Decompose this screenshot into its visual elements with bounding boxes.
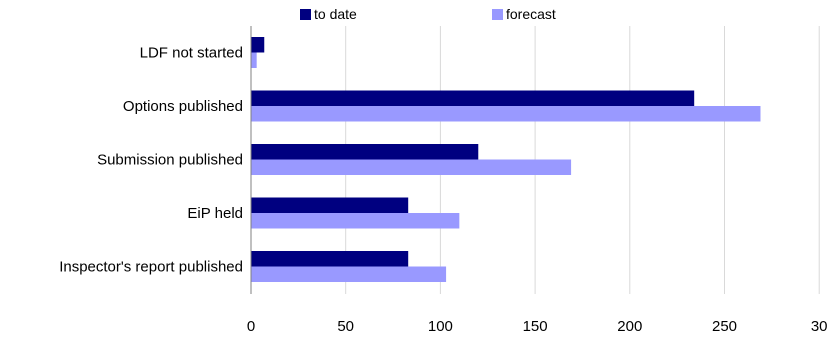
x-tick-label: 0 xyxy=(247,318,255,335)
bar-forecast xyxy=(251,52,257,68)
x-tick-label: 250 xyxy=(712,318,737,335)
x-tick-label: 30 xyxy=(811,318,828,335)
x-tick-label: 150 xyxy=(523,318,548,335)
bar-forecast xyxy=(251,213,460,229)
legend-swatch-to-date xyxy=(300,8,311,20)
category-label: LDF not started xyxy=(140,45,243,62)
category-label: Inspector's report published xyxy=(59,259,243,276)
bar-forecast xyxy=(251,106,761,122)
bar-to-date xyxy=(251,251,409,267)
category-label: EiP held xyxy=(187,205,243,222)
bar-to-date xyxy=(251,90,695,106)
category-label: Submission published xyxy=(97,152,243,169)
x-tick-label: 50 xyxy=(337,318,354,335)
legend-item-forecast: forecast xyxy=(492,6,556,22)
legend-swatch-forecast xyxy=(492,8,503,20)
legend-label-forecast: forecast xyxy=(506,6,556,22)
bar-forecast xyxy=(251,159,572,175)
bar-to-date xyxy=(251,37,265,53)
x-tick-label: 100 xyxy=(428,318,453,335)
bar-to-date xyxy=(251,197,409,213)
bar-forecast xyxy=(251,266,447,282)
bar-to-date xyxy=(251,144,479,160)
category-label: Options published xyxy=(123,98,243,115)
legend-label-to-date: to date xyxy=(314,6,357,22)
x-tick-label: 200 xyxy=(617,318,642,335)
legend-item-to-date: to date xyxy=(300,6,357,22)
chart-legend: to date forecast xyxy=(0,6,834,24)
